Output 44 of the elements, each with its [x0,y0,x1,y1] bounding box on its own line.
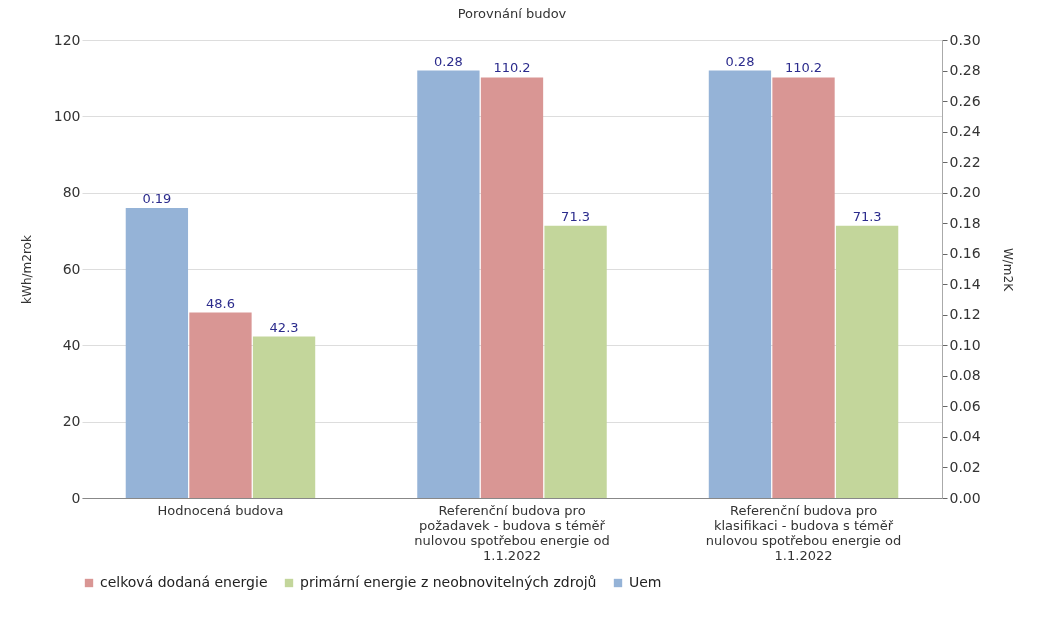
y2-tick-label: 0.04 [949,428,981,445]
legend-label: Uem [629,574,662,590]
y2-tick-label: 0.20 [949,184,981,201]
y2-tick-label: 0.16 [949,245,981,262]
y2-tick-label: 0.00 [949,489,981,506]
y-tick-label: 0 [71,489,81,506]
bar [252,336,316,498]
y2-tick-label: 0.10 [949,336,981,353]
y-tick-label: 120 [53,31,81,48]
data-label: 48.6 [206,295,235,311]
y2-axis-title: W/m2K [1000,247,1015,293]
x-tick-label: Referenční budova pro požadavek - budova s téměř nulovou spotřebou energie od 1.1.2022 [414,502,610,563]
y-tick-label: 40 [62,336,81,353]
y-tick-label: 60 [62,260,81,277]
bar [544,225,607,498]
legend-label: celková dodaná energie [100,574,268,590]
y-tick-label: 100 [53,107,81,124]
legend-label: primární energie z neobnovitelných zdrojů [300,574,597,590]
data-label: 0.19 [142,190,172,206]
data-label: 71.3 [561,208,591,224]
y2-tick-label: 0.12 [949,306,981,323]
y2-tick-label: 0.14 [949,275,981,292]
data-label: 110.2 [493,60,531,76]
y2-tick-label: 0.28 [949,62,981,79]
bar [835,225,899,498]
y2-tick-label: 0.02 [949,458,981,475]
data-label: 0.28 [725,53,755,69]
x-tick-label: Hodnocená budova [157,502,284,518]
x-tick-label: Referenční budova pro klasifikaci - budova s téměř nulovou spotřebou energie od 1.1.2022 [705,502,902,563]
y2-tick-label: 0.22 [949,153,981,170]
y2-tick-label: 0.08 [949,367,981,384]
y2-tick-label: 0.06 [949,397,981,414]
data-label: 110.2 [784,60,823,76]
y-tick-label: 20 [62,413,81,430]
data-label: 0.28 [433,53,463,69]
data-label: 71.3 [852,208,882,224]
y2-tick-label: 0.30 [949,31,981,48]
y2-tick-label: 0.18 [949,214,981,231]
y-tick-label: 80 [62,184,81,201]
chart-title: Porovnání budov [457,6,567,21]
y2-tick-label: 0.24 [949,123,981,140]
data-label: 42.3 [269,319,299,335]
y2-tick-label: 0.26 [949,92,981,109]
y-axis-title: kWh/m2rok [19,235,34,304]
